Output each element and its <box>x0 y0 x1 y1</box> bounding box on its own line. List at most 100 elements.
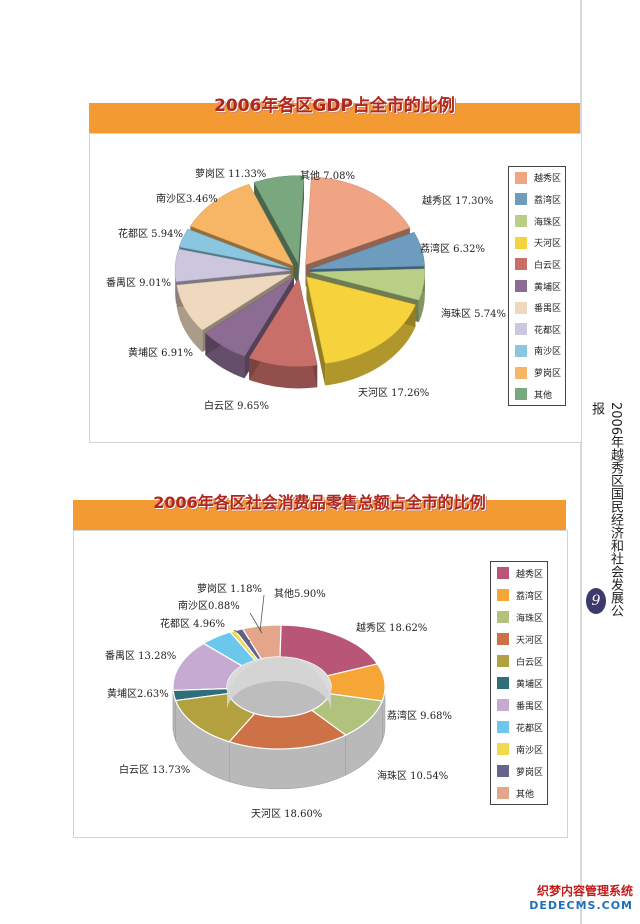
chart1-slice-top <box>189 183 294 266</box>
chart1-slice-top <box>174 248 291 282</box>
chart1-legend-swatch <box>515 171 527 184</box>
chart2-legend-label: 白云区 <box>516 657 544 668</box>
chart2-legend-item: 天河区 <box>497 632 543 646</box>
chart1-legend-swatch <box>515 215 527 228</box>
chart1-data-label: 花都区 5.94% <box>118 227 183 240</box>
chart1-slice-top <box>178 228 291 269</box>
chart1-legend-swatch <box>515 193 527 206</box>
chart2-legend-swatch <box>497 699 509 711</box>
chart2-legend-item: 花都区 <box>497 720 543 734</box>
chart2-legend-item: 番禺区 <box>497 698 543 712</box>
chart1-slice-top <box>305 176 411 266</box>
chart2-legend-label: 南沙区 <box>516 745 544 756</box>
chart1-legend-item: 花都区 <box>515 322 561 336</box>
chart2-data-label: 海珠区 10.54% <box>377 769 448 782</box>
chart2-data-label: 荔湾区 9.68% <box>387 709 452 722</box>
chart1-legend-item: 天河区 <box>515 236 561 250</box>
chart1-legend: 越秀区 荔湾区 海珠区 天河区 白云区 黄埔区 番禺区 花都区 南沙区 萝岗区 其他 <box>508 166 566 406</box>
chart2-legend-swatch <box>497 721 509 733</box>
chart1-data-label: 南沙区3.46% <box>156 192 218 205</box>
chart1-legend-label: 天河区 <box>534 239 562 250</box>
chart2-legend-swatch <box>497 567 509 579</box>
chart1-legend-item: 越秀区 <box>515 171 561 185</box>
chart1-legend-swatch <box>515 344 527 357</box>
chart1-legend-label: 海珠区 <box>534 217 562 228</box>
chart2-legend-label: 荔湾区 <box>516 591 544 602</box>
page-margin-rule <box>580 0 582 924</box>
chart2-leader-line <box>249 612 263 634</box>
chart1-legend-label: 白云区 <box>534 260 562 271</box>
chart1-legend-label: 其他 <box>534 390 553 401</box>
chart2-legend-label: 其他 <box>516 789 535 800</box>
watermark-line2: DEDECMS.COM <box>529 899 633 912</box>
chart2-legend-item: 白云区 <box>497 654 543 668</box>
chart1-slice-wall <box>325 304 416 386</box>
chart1-slice-top <box>253 175 305 265</box>
report-title-vertical: 2006年越秀区国民经济和社会发展公报 <box>589 402 623 618</box>
chart1-slice-edge <box>298 175 305 286</box>
chart1-legend-swatch <box>515 236 527 249</box>
chart1-legend-swatch <box>515 301 527 314</box>
chart1-legend-swatch <box>515 258 527 271</box>
chart1-legend-item: 海珠区 <box>515 214 561 228</box>
chart2-data-label: 越秀区 18.62% <box>356 621 427 634</box>
chart1-slice <box>248 277 318 389</box>
chart2-data-label: 白云区 13.73% <box>119 763 190 776</box>
chart1-pie: 越秀区 17.30% 荔湾区 6.32% 海珠区 5.74% 天河区 17.26% 白云… <box>106 168 506 412</box>
chart1-legend-label: 萝岗区 <box>534 369 562 380</box>
report-sidebar: 2006年越秀区国民经济和社会发展公报 <box>586 402 623 622</box>
watermark-line1: 织梦内容管理系统 <box>536 884 633 898</box>
chart2-data-label: 其他5.90% <box>274 587 326 600</box>
chart2-legend-item: 萝岗区 <box>497 764 543 778</box>
chart1-legend-label: 番禺区 <box>534 304 562 315</box>
chart2-slice <box>228 709 347 790</box>
chart1-data-label: 番禺区 9.01% <box>106 277 171 289</box>
chart2-legend-swatch <box>497 743 509 755</box>
chart1-legend-item: 南沙区 <box>515 344 561 358</box>
chart1-panel: 越秀区 17.30% 荔湾区 6.32% 海珠区 5.74% 天河区 17.26% 白云… <box>89 133 582 443</box>
chart1-legend-item: 其他 <box>515 387 552 401</box>
chart2-legend-swatch <box>497 765 509 777</box>
chart1-legend-label: 南沙区 <box>534 347 562 358</box>
chart1-legend-swatch <box>515 280 527 292</box>
chart1-slice-wall <box>175 270 176 304</box>
chart2-title: 2006年各区社会消费品零售总额占全市的比例 <box>153 493 486 512</box>
chart1-slice-top <box>309 231 425 270</box>
chart2-legend: 越秀区 荔湾区 海珠区 天河区 白云区 黄埔区 番禺区 花都区 南沙区 萝岗区 其他 <box>490 561 548 805</box>
chart2-legend-label: 天河区 <box>516 635 544 646</box>
chart1-data-label: 天河区 17.26% <box>358 387 429 399</box>
chart2-panel: 越秀区 18.62% 荔湾区 9.68% 海珠区 10.54% 天河区 18.60% 白… <box>73 530 568 838</box>
chart2-data-label: 天河区 18.60% <box>251 808 322 820</box>
chart1-slice <box>306 276 416 386</box>
chart2-data-label: 黄埔区2.63% <box>107 687 169 700</box>
chart1-legend-swatch <box>515 388 527 401</box>
chart2-legend-swatch <box>497 633 509 645</box>
chart1-legend-item: 萝岗区 <box>515 366 561 380</box>
chart2-legend-item: 黄埔区 <box>497 676 543 690</box>
chart2-legend-swatch <box>497 589 509 601</box>
chart1-data-label: 海珠区 5.74% <box>441 307 506 320</box>
chart1-legend-label: 黄埔区 <box>534 282 562 293</box>
chart1-slice-top <box>176 273 291 331</box>
chart2-legend-item: 荔湾区 <box>497 588 543 602</box>
chart2-legend-item: 其他 <box>497 786 534 800</box>
chart2-legend-swatch <box>497 655 509 667</box>
chart2-legend-label: 越秀区 <box>516 569 544 580</box>
chart1-slice-wall <box>176 285 203 353</box>
chart2-title-band <box>73 500 566 530</box>
chart1-slice-top <box>309 268 426 301</box>
chart1-data-label: 黄埔区 6.91% <box>128 346 193 359</box>
chart2-legend-label: 黄埔区 <box>516 679 544 690</box>
chart1-legend-item: 番禺区 <box>515 301 561 315</box>
chart2-data-label: 萝岗区 1.18% <box>197 583 262 595</box>
chart2-legend-label: 花都区 <box>516 723 544 734</box>
chart2-data-label: 花都区 4.96% <box>160 617 225 630</box>
chart2-data-label: 南沙区0.88% <box>178 599 240 612</box>
chart1-legend-item: 白云区 <box>515 257 561 271</box>
chart1-slice-wall <box>249 357 318 389</box>
watermark: 织梦内容管理系统 DEDECMS.COM <box>523 882 633 912</box>
chart2-hole-interior <box>227 657 331 711</box>
chart2-legend-item: 越秀区 <box>497 566 543 580</box>
chart1-slice-top <box>248 277 318 367</box>
chart1-data-label: 白云区 9.65% <box>204 399 269 412</box>
